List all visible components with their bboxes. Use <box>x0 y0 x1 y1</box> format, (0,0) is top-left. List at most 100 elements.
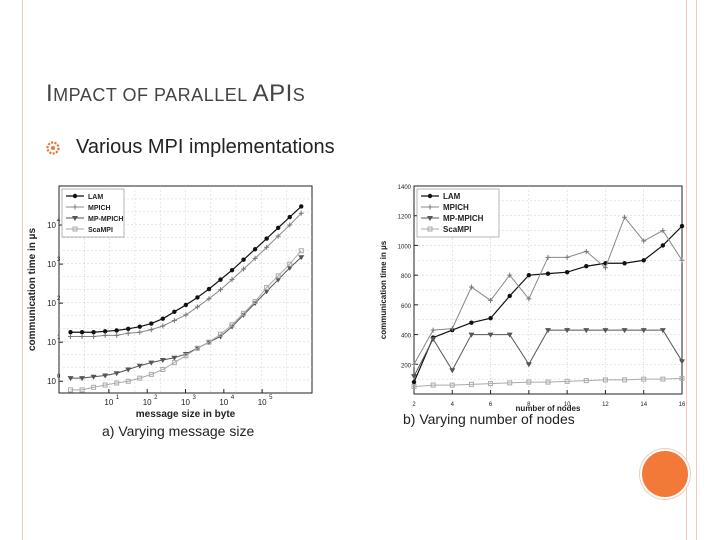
legend-marker <box>427 226 433 232</box>
data-point <box>411 361 417 367</box>
data-point <box>148 327 154 333</box>
data-point <box>160 316 166 321</box>
x-tick-label: 10 <box>564 402 571 408</box>
legend-marker <box>72 216 78 221</box>
data-point <box>679 375 685 381</box>
legend: LAM MPICH MP-MPICH ScaMPI <box>416 188 500 238</box>
data-point <box>449 326 455 332</box>
data-point <box>660 243 666 248</box>
series-scampi <box>68 248 304 393</box>
data-point <box>148 371 154 377</box>
x-tick-exponent: 3 <box>193 395 197 401</box>
data-point <box>241 257 246 262</box>
y-tick-exponent: 1 <box>57 335 61 341</box>
data-point <box>411 384 417 390</box>
data-point <box>622 261 627 266</box>
data-point <box>114 332 120 338</box>
data-point <box>206 296 212 302</box>
data-point <box>252 299 258 305</box>
x-tick-exponent: 5 <box>269 395 273 401</box>
legend-label: MPICH <box>88 205 111 212</box>
data-point <box>183 312 189 318</box>
chart-number-of-nodes-svg: 2 4 6 8 10 12 14 16 200 400 600 800 1000 1200 1400 LAM M… <box>379 185 686 427</box>
data-point <box>194 304 200 310</box>
y-tick-label: 10 <box>47 338 56 347</box>
x-tick-exponent: 1 <box>116 395 120 401</box>
y-tick-label: 10 <box>47 299 56 308</box>
right-decor-line <box>686 0 687 540</box>
x-tick-label: 10 <box>258 398 267 407</box>
data-point <box>275 277 282 283</box>
data-point <box>241 266 247 272</box>
data-point <box>183 353 189 359</box>
data-point <box>149 321 154 326</box>
data-point <box>275 233 281 239</box>
slide-title: IMPACT OF PARALLEL APIS <box>46 80 305 108</box>
legend: LAM MPICH MP-MPICH ScaMPI <box>61 188 125 238</box>
y-tick-exponent: 0 <box>57 374 61 380</box>
x-tick-label: 10 <box>181 398 190 407</box>
y-tick-label: 1200 <box>398 215 412 221</box>
data-point <box>195 295 200 300</box>
data-point <box>621 328 628 334</box>
data-point <box>172 309 177 315</box>
y-axis-label: communication time in µs <box>379 240 388 339</box>
data-point <box>182 351 189 357</box>
x-tick-label: 12 <box>602 402 609 408</box>
data-point <box>218 277 223 282</box>
data-point <box>545 379 551 385</box>
data-point <box>660 228 666 234</box>
data-point <box>102 329 108 334</box>
title-api: API <box>252 80 293 107</box>
series-mp-mpich <box>411 328 685 380</box>
data-point <box>148 360 155 366</box>
data-point <box>564 378 570 384</box>
data-point <box>264 285 270 291</box>
data-point <box>171 355 178 361</box>
data-point <box>488 316 493 321</box>
y-tick-label: 10 <box>47 221 56 230</box>
data-point <box>641 258 646 263</box>
legend-marker <box>72 226 78 232</box>
data-point <box>287 214 292 220</box>
series-line <box>70 250 302 391</box>
data-point <box>640 328 647 334</box>
x-tick-label: 6 <box>489 402 493 408</box>
data-point <box>622 377 628 383</box>
bullet-item: Various MPI implementations <box>46 136 335 159</box>
y-tick-exponent: 2 <box>57 296 61 302</box>
series-mpich <box>411 214 685 367</box>
chart-number-of-nodes: 2 4 6 8 10 12 14 16 200 400 600 800 1000 1200 1400 LAM M… <box>370 178 690 433</box>
data-point <box>488 297 494 303</box>
legend-label: MP-MPICH <box>443 214 484 223</box>
data-point <box>487 332 494 338</box>
data-point <box>114 328 119 333</box>
y-tick-exponent: 3 <box>57 257 61 263</box>
data-point <box>430 382 436 388</box>
data-point <box>114 380 120 386</box>
right-decor-line-outer <box>696 0 697 540</box>
y-tick-label: 1400 <box>398 185 412 191</box>
x-tick-label: 8 <box>527 402 531 408</box>
data-point <box>659 328 666 334</box>
data-point <box>252 255 258 261</box>
legend-label: MP-MPICH <box>88 216 123 223</box>
x-axis-label: number of nodes <box>516 404 581 413</box>
data-point <box>229 277 235 283</box>
data-point <box>298 255 305 261</box>
x-tick-label: 10 <box>219 398 228 407</box>
data-point <box>275 273 281 279</box>
title-middle: MPACT OF PARALLEL <box>53 85 253 105</box>
data-point <box>622 214 628 220</box>
data-point <box>137 324 142 329</box>
data-point <box>564 254 570 260</box>
data-point <box>679 257 685 263</box>
chart-caption: a) Varying message size <box>102 423 254 439</box>
gear-bullet-icon <box>46 140 60 155</box>
data-point <box>113 371 120 377</box>
y-tick-label: 10 <box>47 377 56 386</box>
data-point <box>564 269 570 275</box>
legend-marker <box>427 204 433 210</box>
data-point <box>584 264 589 269</box>
data-point <box>583 328 590 334</box>
